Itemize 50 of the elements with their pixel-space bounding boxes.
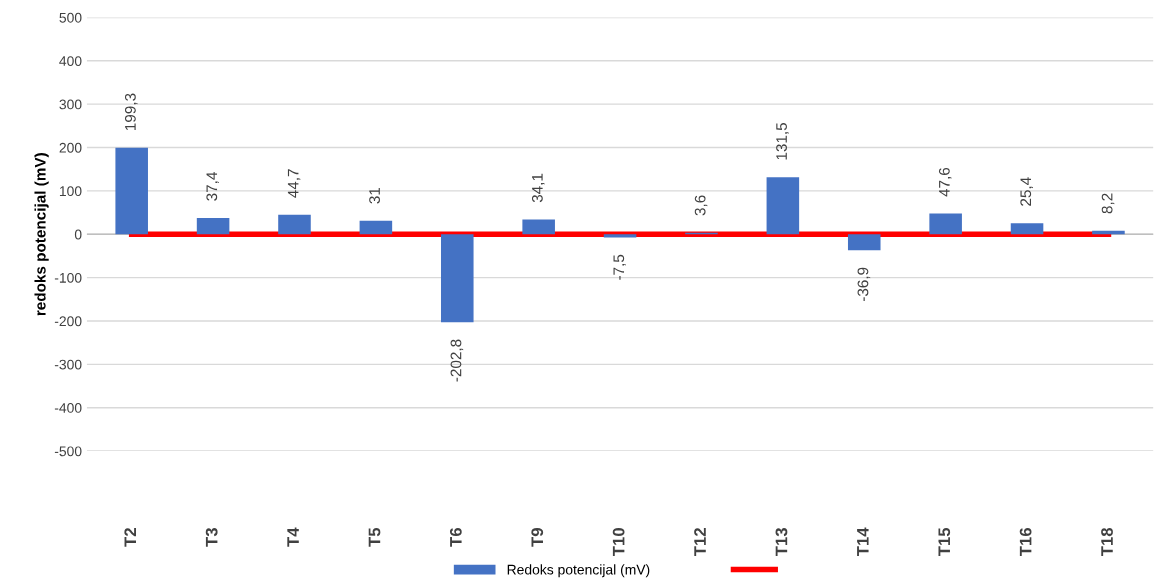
x-tick-label: T4 [287, 527, 299, 547]
data-label: 8,2 [1101, 193, 1115, 214]
data-label: -7,5 [613, 254, 626, 280]
bar [847, 234, 881, 251]
x-tick-label: T13 [775, 528, 788, 556]
x-tick-label: T12 [694, 528, 706, 556]
data-label: 34,1 [531, 173, 545, 203]
data-label: 31 [369, 187, 380, 204]
y-tick-label: -300 [54, 359, 82, 370]
data-label: 131,5 [776, 122, 789, 160]
bar [278, 214, 311, 235]
x-tick-label: T2 [124, 528, 136, 547]
x-tick-label: T16 [1019, 528, 1032, 556]
x-tick-label: T6 [449, 528, 462, 547]
y-tick-label: -200 [54, 316, 82, 327]
x-tick-label: T9 [531, 528, 544, 547]
data-label: 37,4 [206, 172, 219, 201]
bar [522, 219, 555, 235]
x-tick-label: T15 [938, 527, 951, 556]
bar [603, 234, 637, 238]
y-tick-label: 100 [59, 186, 82, 197]
x-tick-label: T14 [857, 527, 869, 556]
data-label: 199,3 [124, 93, 138, 131]
y-tick-label: -400 [54, 403, 82, 413]
bar [929, 213, 962, 235]
y-tick-label: 0 [74, 229, 82, 240]
data-label: -202,8 [450, 339, 464, 382]
bar [115, 147, 148, 235]
bar [766, 177, 800, 235]
data-label: 3,6 [694, 195, 708, 216]
y-tick-label: 300 [59, 99, 82, 110]
bar [359, 220, 393, 235]
y-tick-label: 200 [59, 142, 82, 153]
y-tick-label: 400 [59, 56, 82, 66]
x-tick-label: T10 [612, 528, 625, 556]
data-label: 47,6 [938, 167, 952, 197]
data-label: 25,4 [1020, 177, 1033, 206]
x-tick-label: T3 [205, 528, 218, 547]
y-tick-label: -500 [54, 446, 82, 457]
y-axis-title: redoks potencijal (mV) [34, 153, 49, 316]
bar [196, 218, 230, 235]
y-tick-label: -100 [54, 272, 82, 283]
x-tick-label: T5 [368, 527, 381, 547]
y-tick-label: 500 [59, 12, 82, 23]
bar [441, 234, 474, 323]
bar [1010, 223, 1044, 235]
data-label: 44,7 [287, 169, 301, 198]
legend-label: Redoks potencijal (mV) [507, 564, 650, 578]
data-label: -36,9 [857, 267, 871, 302]
x-tick-label: T18 [1101, 527, 1113, 556]
